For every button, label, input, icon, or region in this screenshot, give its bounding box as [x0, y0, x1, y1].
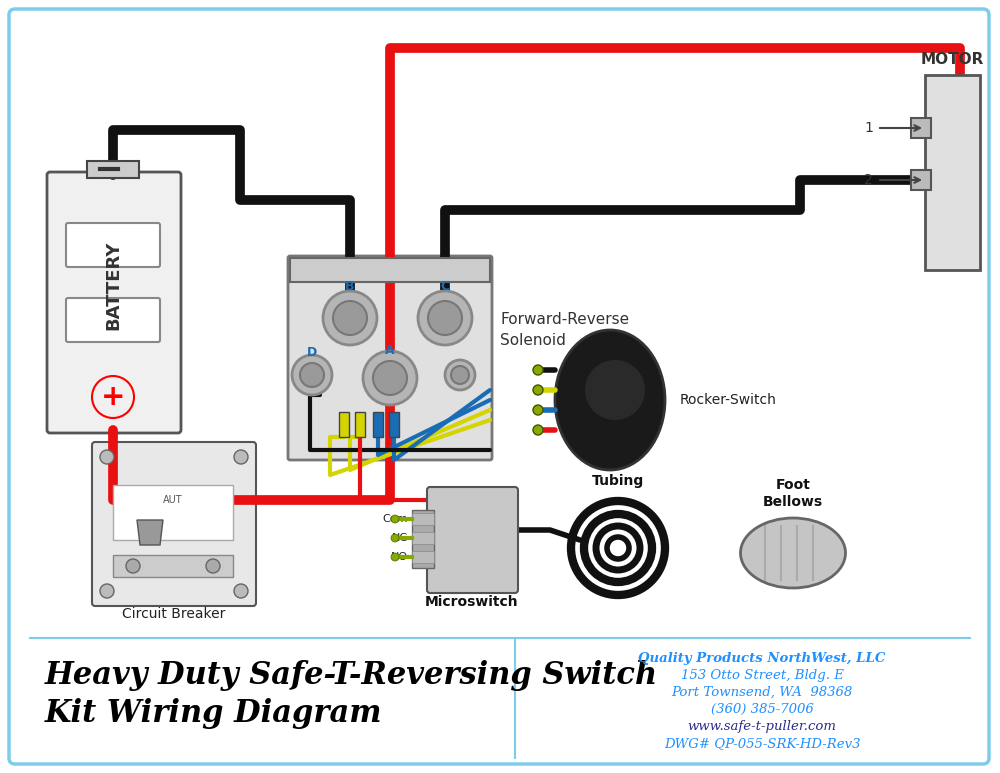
Text: DWG# QP-055-SRK-HD-Rev3: DWG# QP-055-SRK-HD-Rev3 — [664, 737, 860, 750]
Bar — [911, 118, 931, 138]
Circle shape — [373, 361, 407, 395]
Text: Rocker-Switch: Rocker-Switch — [680, 393, 777, 407]
Circle shape — [533, 385, 543, 395]
Text: Heavy Duty Safe-T-Reversing Switch: Heavy Duty Safe-T-Reversing Switch — [45, 660, 658, 691]
Text: Tubing: Tubing — [592, 474, 644, 488]
FancyBboxPatch shape — [66, 223, 160, 267]
Bar — [911, 170, 931, 190]
Circle shape — [333, 301, 367, 335]
FancyBboxPatch shape — [427, 487, 518, 593]
Circle shape — [418, 291, 472, 345]
Circle shape — [445, 360, 475, 390]
Text: 153 Otto Street, Bldg. E: 153 Otto Street, Bldg. E — [681, 669, 843, 682]
Bar — [412, 532, 434, 544]
Text: MOTOR: MOTOR — [920, 52, 984, 67]
Text: (360) 385-7006: (360) 385-7006 — [711, 703, 813, 716]
Text: Quality Products NorthWest, LLC: Quality Products NorthWest, LLC — [638, 652, 886, 665]
Text: Forward-Reverse
Solenoid: Forward-Reverse Solenoid — [500, 312, 629, 348]
Circle shape — [391, 534, 399, 542]
Circle shape — [451, 366, 469, 384]
Text: Port Townsend, WA  98368: Port Townsend, WA 98368 — [671, 686, 853, 699]
Ellipse shape — [555, 330, 665, 470]
Circle shape — [533, 365, 543, 375]
Text: A: A — [385, 343, 395, 356]
Text: 1: 1 — [864, 121, 873, 135]
Circle shape — [100, 450, 114, 464]
Text: Foot
Bellows: Foot Bellows — [763, 478, 823, 509]
Circle shape — [100, 584, 114, 598]
Circle shape — [323, 291, 377, 345]
Bar — [113, 485, 233, 540]
Ellipse shape — [740, 518, 846, 588]
Text: NC: NC — [392, 533, 408, 543]
Text: Com: Com — [383, 514, 408, 524]
Circle shape — [533, 405, 543, 415]
Bar — [389, 412, 399, 437]
Bar — [412, 513, 434, 525]
Bar — [355, 412, 365, 437]
Bar — [113, 555, 233, 577]
Circle shape — [391, 553, 399, 561]
Circle shape — [126, 559, 140, 573]
Text: www.safe-t-puller.com: www.safe-t-puller.com — [688, 720, 836, 733]
Text: Kit Wiring Diagram: Kit Wiring Diagram — [45, 698, 383, 729]
Text: 2: 2 — [864, 173, 873, 187]
Text: +: + — [101, 383, 125, 411]
Circle shape — [206, 559, 220, 573]
Text: B: B — [345, 280, 355, 292]
Ellipse shape — [585, 360, 645, 420]
Bar — [290, 258, 490, 282]
Bar — [373, 412, 383, 437]
Circle shape — [234, 584, 248, 598]
Bar — [412, 510, 434, 568]
Circle shape — [292, 355, 332, 395]
Polygon shape — [137, 520, 163, 545]
Circle shape — [363, 351, 417, 405]
FancyBboxPatch shape — [288, 256, 492, 460]
FancyBboxPatch shape — [92, 442, 256, 606]
Text: Circuit Breaker: Circuit Breaker — [122, 607, 226, 621]
Text: D: D — [307, 346, 317, 359]
Bar — [87, 161, 139, 178]
FancyBboxPatch shape — [47, 172, 181, 433]
FancyBboxPatch shape — [66, 298, 160, 342]
Circle shape — [533, 425, 543, 435]
Circle shape — [391, 515, 399, 523]
Circle shape — [428, 301, 462, 335]
Bar — [925, 75, 980, 270]
Text: Microswitch: Microswitch — [425, 595, 519, 609]
Text: AUT: AUT — [163, 495, 183, 505]
Bar — [339, 412, 349, 437]
Text: C: C — [440, 280, 450, 292]
Circle shape — [234, 450, 248, 464]
Text: BATTERY: BATTERY — [104, 240, 122, 330]
Text: NO: NO — [391, 552, 408, 562]
Bar — [412, 551, 434, 563]
Circle shape — [300, 363, 324, 387]
